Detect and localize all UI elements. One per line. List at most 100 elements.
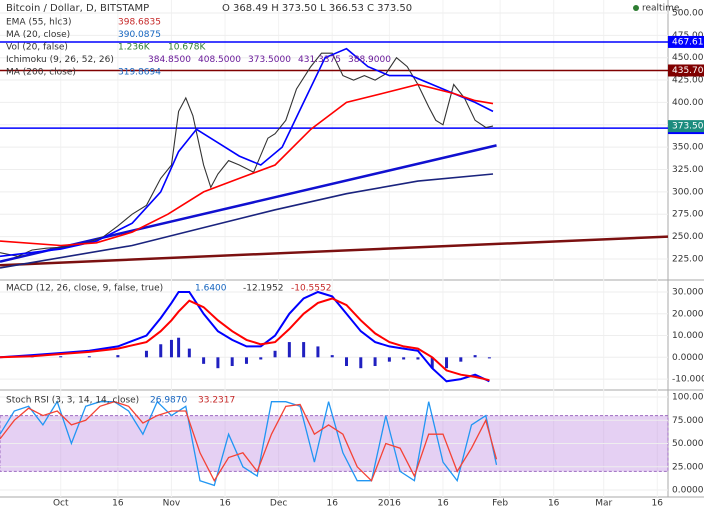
macd-histogram-bar [473,355,477,358]
indicator-value: 408.5000 [198,55,241,65]
x-tick-label: 16 [219,499,231,509]
indicator-value: 1.236K [118,43,151,53]
stoch-line [0,401,498,483]
x-tick-label: Feb [492,499,508,509]
macd-histogram-bar [216,357,220,369]
ohlc-readout: O 368.49 H 373.50 L 366.53 C 373.50 [222,3,412,14]
indicator-value: 10.678K [168,43,206,53]
level-label: 435.70 [672,66,704,76]
rsi-label: Stoch RSI (3, 3, 14, 14, close) [6,396,139,406]
y-tick-label: 20.0000 [672,309,704,319]
macd-histogram-bar [273,350,277,358]
x-tick-label: 16 [652,499,664,509]
y-tick-label: 300.00 [672,187,704,197]
chart-title: Bitcoin / Dollar, D, BITSTAMP [6,3,149,14]
indicator-value: 373.5000 [248,55,291,65]
macd-histogram-bar [230,357,234,367]
macd-label: MACD (12, 26, close, 9, false, true) [6,284,163,294]
y-tick-label: 100.0000 [672,393,704,403]
macd-histogram-bar [316,346,320,358]
last-price-tag [668,120,704,133]
indicator-name: Vol (20, false) [6,43,68,53]
macd-histogram-bar [487,357,491,359]
x-tick-label: 16 [112,499,124,509]
indicator-value: 388.9000 [348,55,391,65]
macd-histogram-bar [416,357,420,360]
rsi-value: 26.9870 [150,396,187,406]
y-tick-label: 500.00 [672,8,704,18]
y-tick-label: 75.0000 [672,416,704,426]
macd-histogram-bar [345,357,349,367]
x-tick-label: 16 [437,499,449,509]
indicator-name: EMA (55, hlc3) [6,18,72,28]
price-line [0,52,494,257]
y-tick-label: 400.00 [672,98,704,108]
level-tag [668,35,704,48]
macd-histogram-bar [159,344,163,358]
y-tick-label: 225.00 [672,254,704,264]
x-tick-label: 2016 [378,499,401,509]
macd-histogram-bar [169,339,173,358]
macd-histogram-bar [59,356,63,358]
y-tick-label: -10.0000 [672,375,704,385]
macd-histogram-bar [445,357,449,369]
y-tick-label: 450.00 [672,53,704,63]
macd-histogram-bar [259,357,263,360]
y-tick-label: 325.00 [672,165,704,175]
macd-histogram-bar [177,337,181,358]
price-line [0,83,494,247]
y-tick-label: 0.0000 [672,353,704,363]
y-tick-label: 275.00 [672,210,704,220]
macd-value: 1.6400 [195,284,227,294]
macd-line [0,297,490,382]
macd-histogram-bar [302,342,306,358]
macd-value: -10.5552 [291,284,331,294]
y-tick-label: 25.0000 [672,462,704,472]
macd-histogram-bar [87,356,91,358]
macd-value: -12.1952 [243,284,283,294]
macd-histogram-bar [387,357,391,362]
indicator-value: 398.6835 [118,18,161,28]
x-tick-label: Dec [270,499,287,509]
macd-histogram-bar [373,357,377,367]
macd-histogram-bar [459,357,463,362]
rsi-value: 33.2317 [198,396,235,406]
y-tick-label: 350.00 [672,143,704,153]
y-tick-label: 10.0000 [672,331,704,341]
level-tag [668,64,704,77]
indicator-value: 319.8694 [118,68,161,78]
realtime-label: realtime [642,4,680,14]
y-tick-label: 425.00 [672,76,704,86]
y-tick-label: 50.0000 [672,439,704,449]
y-tick-label: 0.0000 [672,486,704,496]
macd-histogram-bar [116,355,120,358]
macd-histogram-bar [330,355,334,358]
price-line [0,173,494,269]
realtime-dot [633,5,639,11]
indicator-name: Ichimoku (9, 26, 52, 26) [6,55,114,65]
indicator-value: 431.3375 [298,55,341,65]
indicator-name: MA (20, close) [6,30,70,40]
y-tick-label: 250.00 [672,232,704,242]
level-label: 467.61 [672,37,704,47]
macd-histogram-bar [402,357,406,360]
y-tick-label: 30.0000 [672,288,704,298]
macd-histogram-bar [187,348,191,358]
macd-histogram-bar [430,357,434,369]
indicator-value: 384.8500 [148,55,191,65]
trendline [0,144,497,263]
macd-histogram-bar [287,342,291,358]
last-price-label: 373.50 [672,122,704,132]
x-tick-label: Mar [595,499,612,509]
macd-histogram-bar [202,357,206,364]
indicator-value: 390.0875 [118,30,161,40]
macd-line [0,290,490,383]
macd-histogram-bar [359,357,363,369]
price-line [0,47,494,258]
trendline [0,235,669,267]
y-tick-label: 475.00 [672,31,704,41]
x-tick-label: 16 [326,499,338,509]
x-tick-label: Oct [53,499,69,509]
